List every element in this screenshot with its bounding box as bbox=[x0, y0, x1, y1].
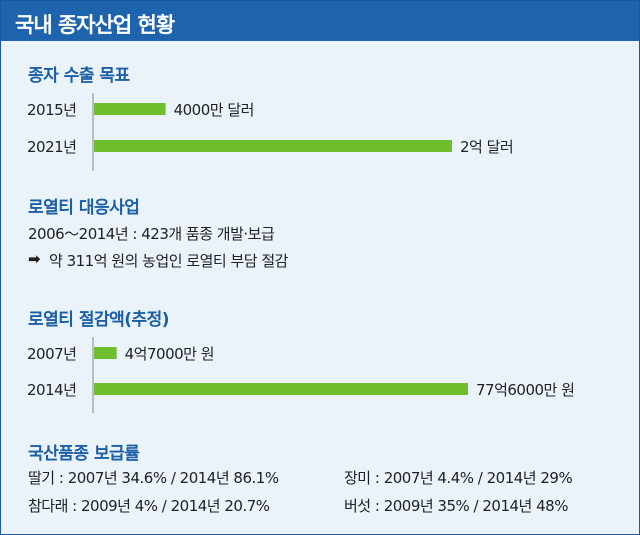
rate-item-rose: 장미 : 2007년 4.4% / 2014년 29% bbox=[344, 469, 573, 487]
royalty-savings-title: 로열티 절감액(추정) bbox=[28, 310, 170, 330]
savings-value-label: 4억7000만 원 bbox=[125, 345, 214, 363]
export-category-label: 2021년 bbox=[27, 138, 76, 156]
export-value-label: 2억 달러 bbox=[460, 138, 513, 156]
export-target-chart: 2015년 4000만 달러 2021년 2억 달러 bbox=[27, 93, 514, 171]
royalty-project-line2: 약 311억 원의 농업인 로열티 부담 절감 bbox=[49, 252, 288, 270]
savings-value-label: 77억6000만 원 bbox=[476, 381, 574, 399]
savings-category-label: 2014년 bbox=[27, 381, 76, 399]
export-category-label: 2015년 bbox=[27, 101, 76, 119]
header-bar: 국내 종자산업 현황 bbox=[1, 1, 639, 41]
royalty-project-title: 로열티 대응사업 bbox=[28, 198, 140, 218]
export-bar bbox=[94, 140, 452, 152]
royalty-project-line1: 2006～2014년 : 423개 품종 개발·보급 bbox=[28, 225, 275, 243]
export-target-title: 종자 수출 목표 bbox=[28, 66, 130, 86]
rate-item-mushroom: 버섯 : 2009년 35% / 2014년 48% bbox=[344, 497, 568, 515]
royalty-savings-chart: 2007년 4억7000만 원 2014년 77억6000만 원 bbox=[27, 337, 575, 413]
savings-bar bbox=[94, 347, 117, 359]
rate-item-strawberry: 딸기 : 2007년 34.6% / 2014년 86.1% bbox=[28, 469, 279, 487]
savings-category-label: 2007년 bbox=[27, 345, 76, 363]
rate-item-kiwi: 참다래 : 2009년 4% / 2014년 20.7% bbox=[28, 497, 270, 515]
savings-bar bbox=[94, 383, 468, 395]
export-bar bbox=[94, 103, 166, 115]
domestic-rate-title: 국산품종 보급률 bbox=[28, 444, 140, 464]
header-title: 국내 종자산업 현황 bbox=[15, 13, 175, 37]
export-value-label: 4000만 달러 bbox=[174, 101, 254, 119]
arrow-icon: ➡ bbox=[28, 250, 41, 268]
